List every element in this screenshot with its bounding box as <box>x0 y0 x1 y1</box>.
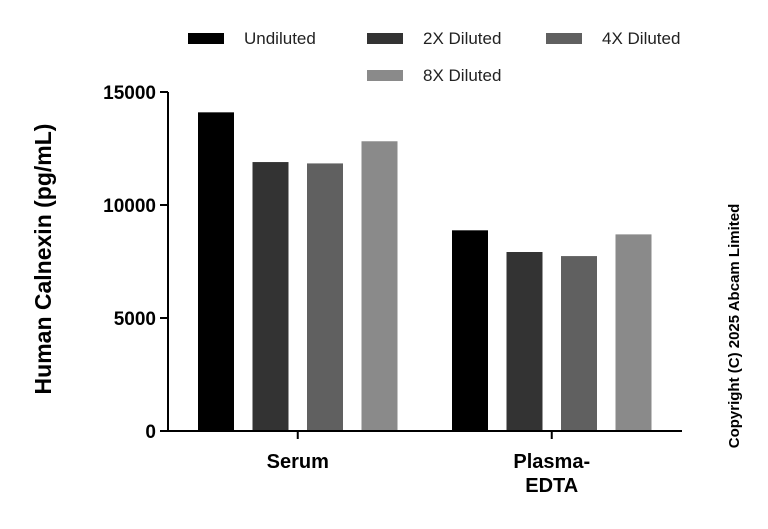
x-category-label: Serum <box>267 451 329 473</box>
bar-8x-diluted-plasma-edta <box>615 234 652 431</box>
bar-4x-diluted-plasma-edta <box>561 256 597 431</box>
legend-label: 4X Diluted <box>602 29 680 48</box>
chart-legend: Undiluted 2X Diluted 4X Diluted 8X Diluted <box>188 29 680 85</box>
x-category-label: EDTA <box>525 475 578 497</box>
legend-label: 2X Diluted <box>423 29 501 48</box>
legend-swatch <box>367 70 403 81</box>
y-axis-label: Human Calnexin (pg/mL) <box>30 124 56 395</box>
bar-8x-diluted-serum <box>361 141 398 431</box>
y-tick-label: 15000 <box>103 83 156 104</box>
legend-swatch <box>367 33 403 44</box>
bar-series-group <box>198 112 652 439</box>
bar-2x-diluted-serum <box>252 162 289 431</box>
x-category-label: Plasma- <box>513 451 590 473</box>
bar-4x-diluted-serum <box>307 163 343 431</box>
legend-label: 8X Diluted <box>423 66 501 85</box>
chart-axes <box>167 92 682 432</box>
bar-2x-diluted-plasma-edta <box>506 252 543 431</box>
y-axis-ticks: 0 5000 10000 15000 <box>103 83 168 443</box>
copyright-notice: Copyright (C) 2025 Abcam Limited <box>726 204 743 448</box>
y-tick-label: 10000 <box>103 196 156 217</box>
bar-undiluted-serum <box>198 112 234 431</box>
x-axis-category-labels: Serum Plasma-EDTA <box>267 451 590 497</box>
legend-swatch <box>546 33 582 44</box>
y-tick-label: 0 <box>145 422 156 443</box>
legend-swatch <box>188 33 224 44</box>
bar-undiluted-plasma-edta <box>452 230 488 431</box>
legend-label: Undiluted <box>244 29 316 48</box>
y-tick-label: 5000 <box>114 309 156 330</box>
